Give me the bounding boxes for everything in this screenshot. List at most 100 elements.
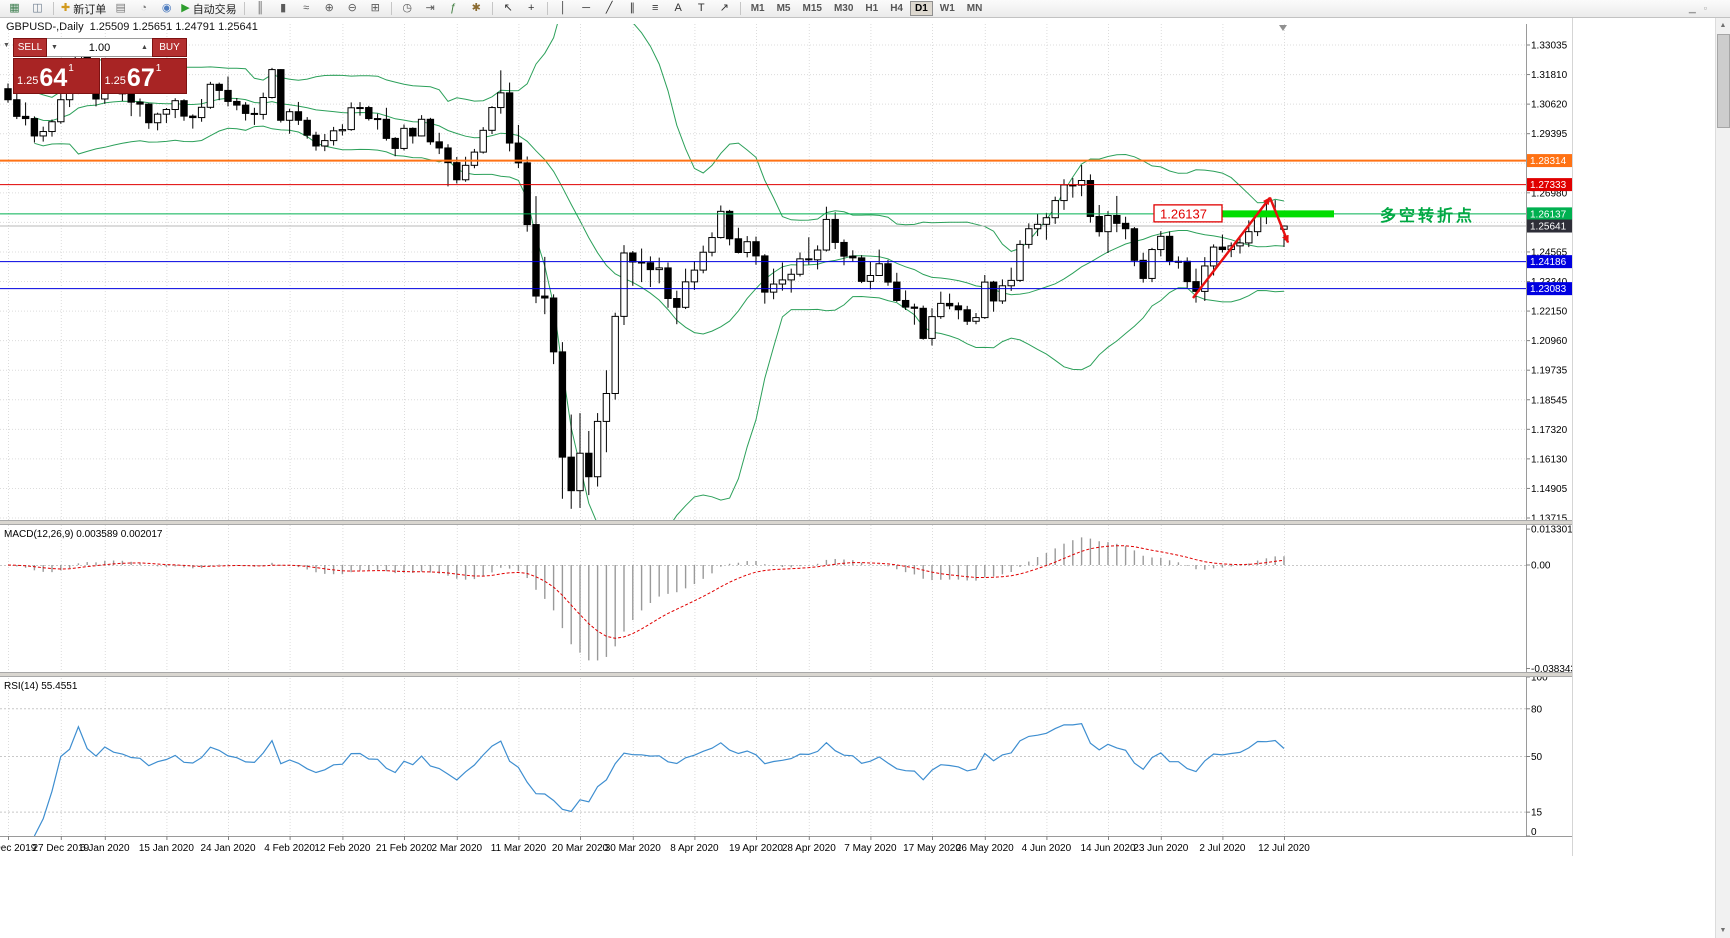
c​ursor-icon[interactable]: ↖ (497, 0, 520, 18)
new-order-button[interactable]: ✚ 新订单 (58, 0, 109, 18)
volume-increase-icon[interactable]: ▲ (141, 44, 148, 51)
price-tag-label: 1.28314 (1530, 156, 1567, 167)
line-chart-mode-icon[interactable]: ≈ (295, 0, 318, 18)
indicators-icon: ƒ (450, 2, 457, 14)
zoom-out-icon[interactable]: ⊖ (341, 0, 364, 18)
chart-profiles-icon[interactable]: ◫ (26, 0, 49, 18)
volume-value[interactable]: 1.00 (88, 41, 111, 54)
price-axis-label: 1.19735 (1531, 366, 1568, 377)
date-label: 30 Mar 2020 (605, 843, 662, 854)
price-tag-label: 1.23083 (1530, 284, 1567, 295)
one-click-collapse-icon[interactable]: ▼ (3, 42, 10, 49)
history-center-icon[interactable]: ◔ (132, 0, 155, 18)
indicators-icon[interactable]: ƒ (442, 0, 465, 18)
global-variables-icon: ◉ (161, 2, 172, 14)
timeframe-mn[interactable]: MN (966, 3, 983, 14)
sell-price-display[interactable]: 1.25 64 1 (13, 58, 100, 94)
chart-shift-icon[interactable]: ⇥ (419, 0, 442, 18)
horizontal-line-icon[interactable]: ─ (575, 0, 598, 18)
arrows-icon[interactable]: ↗ (713, 0, 736, 18)
toolbar-separator (243, 2, 245, 15)
date-label: 21 Feb 2020 (376, 843, 433, 854)
vertical-gridlines (8, 24, 1285, 836)
price-axis-label: 1.30620 (1531, 100, 1568, 111)
volume-stepper[interactable]: ▼ 1.00 ▲ (47, 38, 152, 57)
text-label-icon: T (697, 2, 705, 14)
trendline-icon[interactable]: ╱ (598, 0, 621, 18)
date-label: 18 Dec 2019 (0, 843, 37, 854)
timeframe-m5[interactable]: M5 (776, 3, 791, 14)
price-tag-label: 1.24186 (1530, 257, 1567, 268)
autotrading-button[interactable]: ▶ 自动交易 (178, 0, 239, 18)
candlestick-mode-icon: ▮ (280, 2, 287, 14)
timeframe-w1[interactable]: W1 (939, 3, 955, 14)
crosshair-icon[interactable]: + (520, 0, 543, 18)
window-buttons: ▁ ▫ (1689, 3, 1727, 14)
date-label: 19 Apr 2020 (729, 843, 783, 854)
tile-windows-icon[interactable]: ⊞ (364, 0, 387, 18)
chart-shift-marker[interactable] (1279, 25, 1287, 31)
turning-point-note[interactable]: 多空转折点 (1380, 206, 1475, 225)
date-label: 7 May 2020 (844, 843, 897, 854)
price-tag-label: 1.27333 (1530, 180, 1567, 191)
bar-chart-mode-icon[interactable]: ║ (249, 0, 272, 18)
new-order-button-label: 新订单 (73, 3, 107, 16)
rsi-axis-label: 0 (1531, 827, 1537, 838)
panel-separator[interactable] (0, 520, 1572, 525)
auto-scroll-icon: ◷ (402, 2, 412, 14)
autotrading-button-label: 自动交易 (192, 3, 237, 16)
restore-window-icon[interactable]: ▫ (1703, 3, 1707, 13)
channel-icon[interactable]: ∥ (621, 0, 644, 18)
candlestick-mode-icon[interactable]: ▮ (272, 0, 295, 18)
macd-histogram (16, 537, 1285, 661)
trendline-icon: ╱ (605, 2, 613, 14)
rsi-axis-label: 15 (1531, 808, 1543, 819)
vertical-scrollbar[interactable]: ▲ ▼ (1715, 18, 1730, 938)
timeframe-m1[interactable]: M1 (750, 3, 765, 14)
price-axis-label: 1.29395 (1531, 129, 1568, 140)
date-label: 24 Jan 2020 (200, 843, 255, 854)
timeframe-m15[interactable]: M15 (802, 3, 822, 14)
new-chart-icon[interactable]: ▦ (3, 0, 26, 18)
chart-list-icon[interactable]: ▤ (109, 0, 132, 18)
text-label-icon[interactable]: T (690, 0, 713, 18)
price-chart[interactable]: 1.330351.318101.306201.293951.281701.269… (0, 18, 1572, 856)
date-label: 12 Feb 2020 (314, 843, 371, 854)
toolbar-separator (53, 2, 54, 15)
minimize-window-icon[interactable]: ▁ (1688, 3, 1696, 13)
fibonacci-icon[interactable]: ≡ (644, 0, 667, 18)
turning-point-band[interactable] (1222, 210, 1334, 218)
rsi-label: RSI(14) 55.4551 (4, 681, 78, 692)
zoom-in-icon[interactable]: ⊕ (318, 0, 341, 18)
timeframe-d1[interactable]: D1 (910, 1, 933, 16)
trend-arrows[interactable] (1192, 196, 1290, 299)
scroll-up-icon[interactable]: ▲ (1719, 22, 1727, 29)
price-axis-label: 1.18545 (1531, 395, 1568, 406)
history-center-icon: ◔ (140, 2, 148, 14)
text-icon[interactable]: A (667, 0, 690, 18)
panel-separator[interactable] (0, 672, 1572, 677)
buy-button[interactable]: BUY (152, 38, 187, 57)
templates-icon[interactable]: ✱ (465, 0, 488, 18)
vertical-line-icon[interactable]: │ (552, 0, 575, 18)
fibonacci-icon: ≡ (651, 2, 659, 14)
scroll-down-icon[interactable]: ▼ (1719, 927, 1727, 934)
timeframe-h1[interactable]: H1 (865, 3, 879, 14)
volume-decrease-icon[interactable]: ▼ (51, 44, 58, 51)
price-axis-label: 1.14905 (1531, 484, 1568, 495)
symbol-title: GBPUSD-,Daily (6, 21, 84, 33)
level-label-box[interactable] (1153, 204, 1223, 223)
auto-scroll-icon[interactable]: ◷ (396, 0, 419, 18)
timeframe-m30[interactable]: M30 (833, 3, 854, 14)
scrollbar-thumb[interactable] (1717, 34, 1730, 128)
timeframe-h4[interactable]: H4 (890, 3, 903, 14)
buy-price-display[interactable]: 1.25 67 1 (100, 58, 187, 94)
sell-button[interactable]: SELL (13, 38, 47, 57)
tile-windows-icon: ⊞ (370, 2, 380, 14)
chart-window[interactable]: 1.330351.318101.306201.293951.281701.269… (0, 18, 1573, 856)
date-label: 27 Dec 2019 (32, 843, 89, 854)
global-variables-icon[interactable]: ◉ (155, 0, 178, 18)
macd-signal-line (7, 545, 1285, 639)
